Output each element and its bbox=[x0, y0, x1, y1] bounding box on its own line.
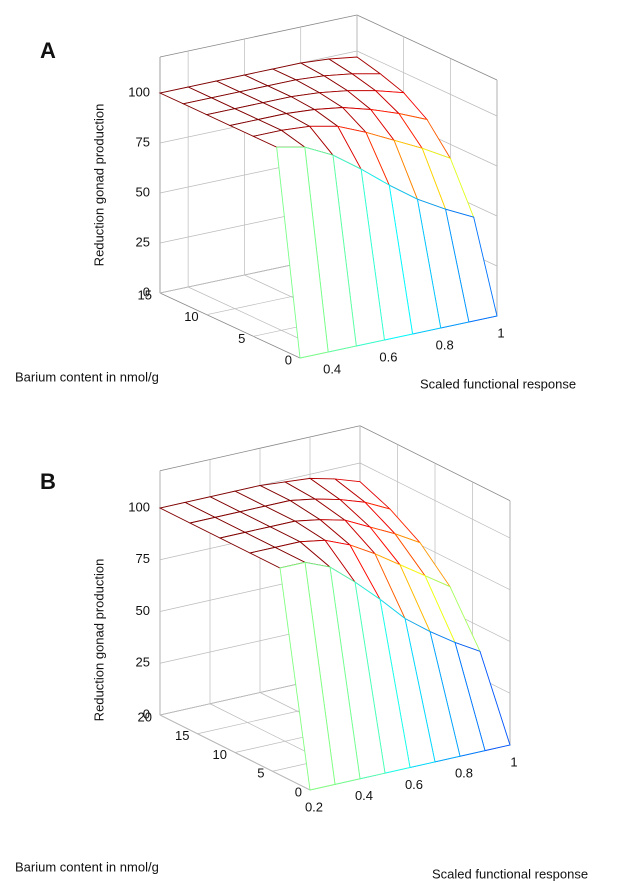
x-axis-label: Scaled functional response bbox=[420, 376, 576, 391]
x-tick-label: 0.4 bbox=[323, 361, 341, 376]
z-tick-label: 75 bbox=[136, 134, 150, 149]
y-tick-label: 0 bbox=[285, 352, 292, 367]
z-tick-label: 100 bbox=[128, 84, 150, 99]
x-tick-label: 0.6 bbox=[405, 777, 423, 792]
z-tick-label: 0 bbox=[143, 706, 150, 721]
y-tick-label: 5 bbox=[238, 331, 245, 346]
y-axis-label: Barium content in nmol/g bbox=[15, 859, 159, 874]
surface-patch bbox=[279, 561, 336, 791]
z-tick-label: 100 bbox=[128, 499, 150, 514]
y-tick-label: 10 bbox=[213, 747, 227, 762]
x-tick-label: 0.4 bbox=[355, 788, 373, 803]
y-axis-label: Barium content in nmol/g bbox=[15, 369, 159, 384]
x-tick-label: 0.8 bbox=[455, 766, 473, 781]
y-tick-label: 0 bbox=[295, 784, 302, 799]
panel-label: A bbox=[40, 38, 56, 63]
x-tick-label: 0.6 bbox=[379, 349, 397, 364]
y-tick-label: 20 bbox=[138, 709, 152, 724]
box-edge bbox=[159, 292, 301, 359]
y-tick-label: 5 bbox=[257, 766, 264, 781]
z-tick-label: 50 bbox=[136, 603, 150, 618]
box-edge bbox=[356, 14, 498, 81]
grid-line bbox=[359, 462, 511, 539]
z-tick-label: 50 bbox=[136, 184, 150, 199]
panel-label: B bbox=[40, 469, 56, 494]
y-tick-label: 15 bbox=[138, 287, 152, 302]
x-axis-label: Scaled functional response bbox=[432, 866, 588, 881]
x-tick-label: 1 bbox=[497, 325, 504, 340]
x-tick-label: 0.2 bbox=[305, 799, 323, 814]
box-edge bbox=[159, 14, 358, 58]
z-tick-label: 75 bbox=[136, 551, 150, 566]
surface-patch bbox=[276, 146, 329, 359]
z-tick-label: 25 bbox=[136, 655, 150, 670]
y-tick-label: 15 bbox=[175, 728, 189, 743]
x-tick-label: 1 bbox=[510, 754, 517, 769]
z-axis-label: Reduction gonad production bbox=[91, 559, 106, 722]
x-tick-label: 0.8 bbox=[436, 337, 454, 352]
z-tick-label: 0 bbox=[143, 284, 150, 299]
y-tick-label: 10 bbox=[184, 309, 198, 324]
grid-line bbox=[356, 50, 498, 117]
z-tick-label: 25 bbox=[136, 234, 150, 249]
z-axis-label: Reduction gonad production bbox=[91, 104, 106, 267]
